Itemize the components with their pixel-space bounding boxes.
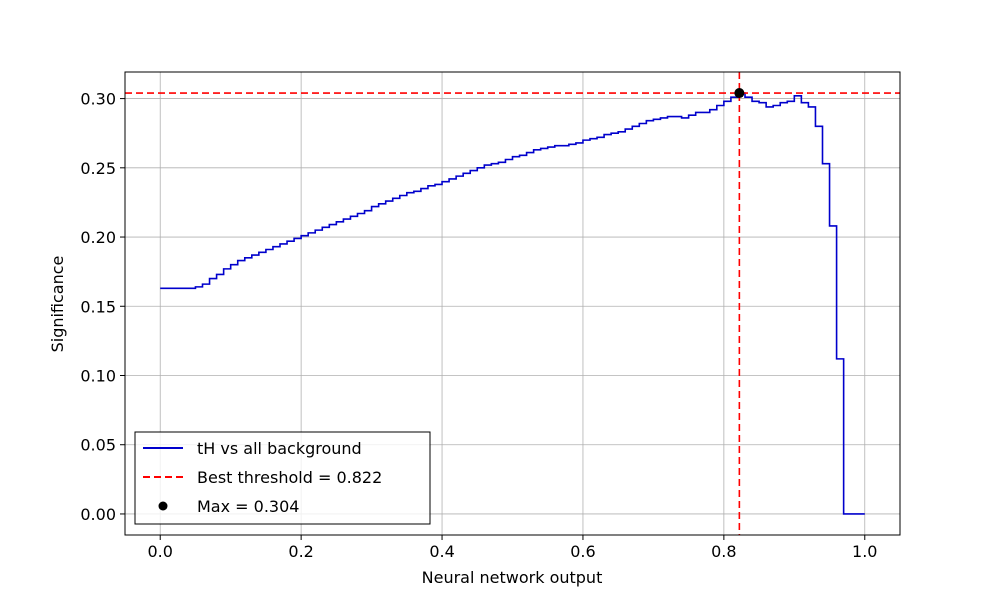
x-tick-label: 0.6 — [570, 542, 595, 561]
y-tick-label: 0.05 — [80, 436, 116, 455]
x-axis-label: Neural network output — [422, 568, 603, 587]
y-axis-label: Significance — [48, 256, 67, 353]
x-tick-label: 0.2 — [288, 542, 313, 561]
x-tick-label: 0.0 — [148, 542, 173, 561]
legend-swatch-max — [158, 501, 168, 511]
y-tick-label: 0.25 — [80, 159, 116, 178]
y-tick-label: 0.15 — [80, 297, 116, 316]
max-point — [734, 88, 745, 99]
legend-box — [134, 431, 431, 525]
y-tick-label: 0.00 — [80, 505, 116, 524]
legend-label-step: tH vs all background — [197, 439, 362, 458]
y-tick-label: 0.10 — [80, 366, 116, 385]
axis-ticks: 0.0 0.2 0.4 0.6 0.8 1.0 0.00 0.05 0.10 0.15 0.20 0.… — [80, 90, 877, 561]
x-tick-label: 0.8 — [711, 542, 736, 561]
legend-label-max: Max = 0.304 — [197, 497, 299, 516]
legend-label-threshold: Best threshold = 0.822 — [197, 468, 382, 487]
plot-frame — [124, 71, 901, 536]
plot-series — [125, 72, 900, 535]
legend: tH vs all background Best threshold = 0.… — [134, 431, 431, 525]
grid — [125, 72, 900, 535]
x-tick-label: 0.4 — [429, 542, 454, 561]
y-tick-label: 0.20 — [80, 228, 116, 247]
y-tick-label: 0.30 — [80, 90, 116, 109]
step-series-line — [160, 92, 865, 515]
x-tick-label: 1.0 — [852, 542, 877, 561]
